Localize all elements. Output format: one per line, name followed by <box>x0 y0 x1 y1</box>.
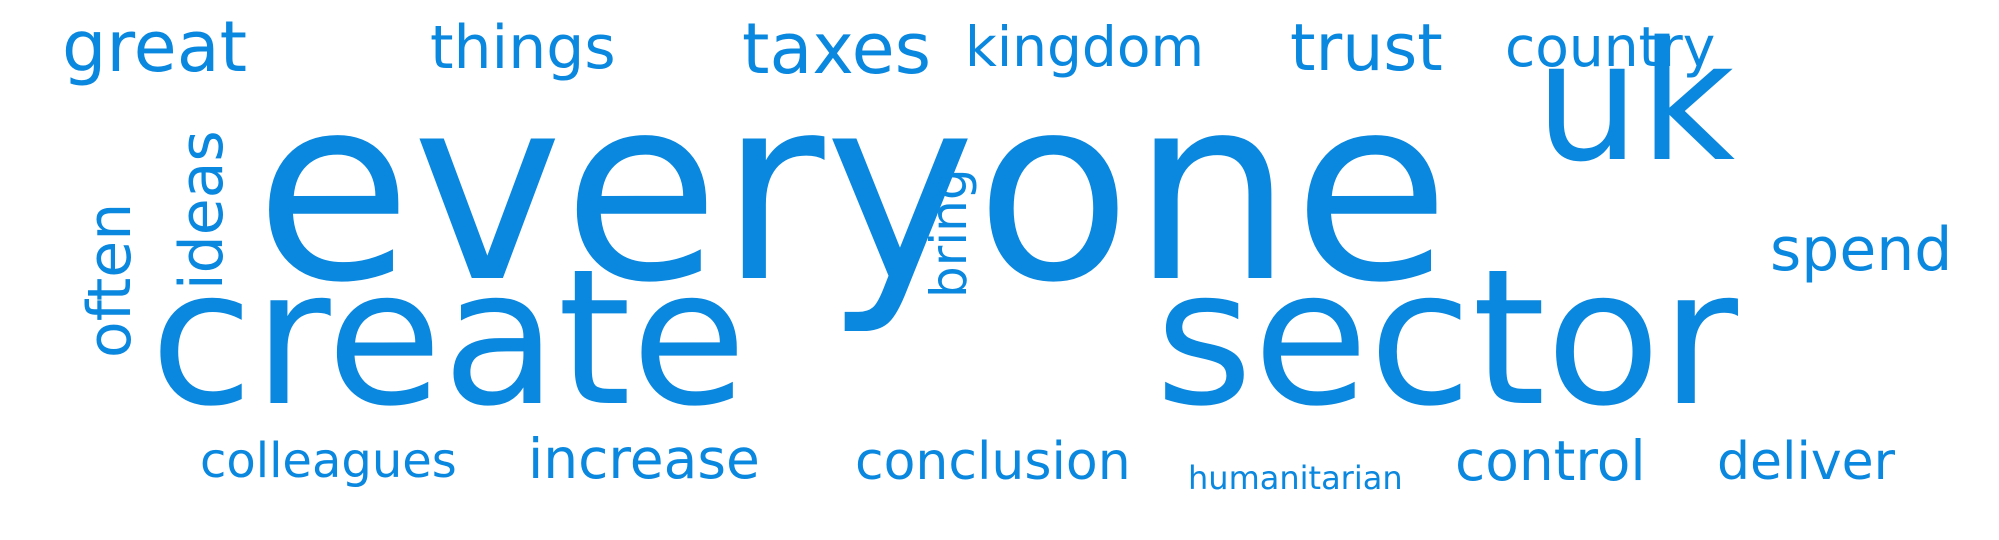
word-sector: sector <box>1155 229 1739 448</box>
word-bring: bring <box>920 168 978 298</box>
word-humanitarian: humanitarian <box>1188 459 1403 497</box>
word-spend: spend <box>1770 215 1953 285</box>
word-increase: increase <box>528 427 760 491</box>
word-things: things <box>430 13 616 83</box>
word-great: great <box>62 6 248 88</box>
word-everyone: everyone <box>255 42 1450 339</box>
word-control: control <box>1455 429 1646 493</box>
word-often: often <box>75 202 145 358</box>
word-kingdom: kingdom <box>965 15 1205 79</box>
word-conclusion: conclusion <box>855 432 1131 492</box>
word-country: country <box>1505 15 1716 79</box>
word-trust: trust <box>1290 11 1443 86</box>
word-ideas: ideas <box>167 130 237 290</box>
word-deliver: deliver <box>1717 432 1896 492</box>
word-colleagues: colleagues <box>200 433 457 489</box>
word-taxes: taxes <box>742 8 932 90</box>
word-uk: uk <box>1535 6 1736 198</box>
word-create: create <box>150 229 747 448</box>
